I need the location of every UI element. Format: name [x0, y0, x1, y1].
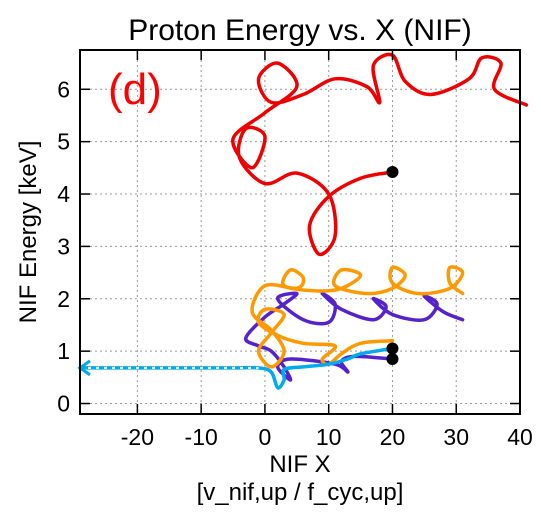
y-tick-label: 2	[57, 286, 70, 312]
plot-frame	[79, 49, 521, 415]
x-tick-label: 10	[316, 424, 342, 450]
y-tick-label: 0	[57, 391, 70, 417]
end-marker-1	[386, 166, 399, 179]
x-tick-label: -10	[185, 424, 218, 450]
chart-title: Proton Energy vs. X (NIF)	[128, 14, 471, 47]
x-axis-subtitle: [v_nif,up / f_cyc,up]	[197, 479, 404, 506]
panel-label: (d)	[108, 65, 162, 114]
series-line-3	[250, 265, 465, 369]
x-axis-title: NIF X	[269, 451, 330, 478]
y-tick-label: 5	[57, 129, 70, 155]
series-line-2	[244, 291, 465, 382]
x-tick-label: 20	[380, 424, 406, 450]
end-marker-2	[386, 353, 399, 366]
x-tick-label: -20	[121, 424, 154, 450]
y-tick-label: 3	[57, 233, 70, 259]
y-tick-label: 1	[57, 338, 70, 364]
y-tick-label: 6	[57, 76, 70, 102]
y-axis-title: NIF Energy [keV]	[15, 141, 42, 324]
series-line-1	[231, 52, 529, 257]
x-tick-label: 40	[507, 424, 533, 450]
ticks: -20 -10 0 10 20 30 40 0 1 2 3 4 5 6	[57, 50, 533, 450]
x-tick-label: 0	[259, 424, 272, 450]
series-layer	[77, 52, 529, 390]
end-marker-3	[386, 342, 399, 355]
x-tick-label: 30	[443, 424, 469, 450]
y-tick-label: 4	[57, 181, 70, 207]
